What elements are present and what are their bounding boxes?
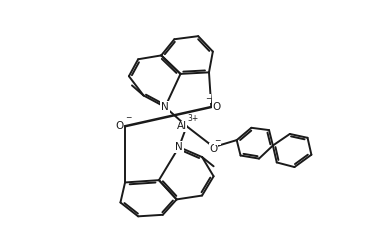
Text: N: N [175, 142, 183, 152]
Text: −: − [214, 136, 221, 145]
Text: O: O [213, 102, 221, 112]
Text: O: O [115, 121, 124, 131]
Text: O: O [210, 144, 218, 154]
Text: Al: Al [177, 121, 187, 131]
Text: −: − [125, 114, 131, 122]
Text: 3+: 3+ [187, 114, 199, 123]
Text: −: − [205, 94, 211, 103]
Text: N: N [161, 102, 169, 112]
